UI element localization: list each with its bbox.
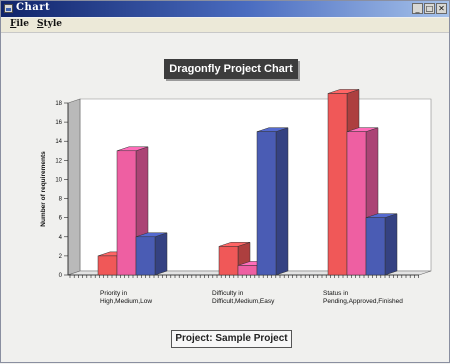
menu-bar: File Style — [1, 18, 449, 33]
y-tick-label: 18 — [55, 101, 62, 107]
y-tick-label: 16 — [55, 120, 62, 126]
plot-side-wall — [67, 98, 81, 276]
y-tick-label: 8 — [59, 197, 63, 203]
y-axis-title: Number of requirements — [40, 151, 47, 227]
x-category-label: High,Medium,Low — [100, 298, 152, 305]
minimize-button[interactable]: _ — [412, 3, 423, 14]
x-category-label: Priority in — [100, 290, 127, 297]
bar-side — [154, 232, 168, 276]
maximize-button[interactable]: □ — [424, 3, 435, 14]
y-tick-label: 12 — [55, 158, 62, 164]
bar-easy — [256, 127, 289, 276]
menu-style[interactable]: Style — [37, 19, 63, 29]
bar-side — [275, 127, 289, 276]
chart-title: Dragonfly Project Chart — [164, 59, 298, 79]
bar-front — [346, 131, 367, 276]
y-tick-label: 4 — [59, 235, 63, 241]
bar-front — [327, 93, 348, 276]
x-category-label: Status in — [323, 290, 349, 297]
chart-app-icon — [4, 4, 13, 13]
title-bar[interactable]: Chart _ □ ✕ — [1, 1, 449, 17]
bar-front — [237, 265, 258, 276]
bar-front — [97, 255, 118, 276]
bar-side — [384, 213, 398, 276]
y-tick-label: 6 — [59, 216, 63, 222]
window-title: Chart — [16, 2, 51, 13]
bar-front — [218, 246, 239, 276]
close-button[interactable]: ✕ — [436, 3, 447, 14]
x-category-label: Difficulty in — [212, 290, 244, 297]
project-label: Project: Sample Project — [171, 330, 292, 348]
bar-front — [365, 217, 386, 276]
y-tick-label: 14 — [55, 139, 62, 145]
y-tick-label: 0 — [59, 273, 63, 279]
bar-low — [135, 232, 168, 276]
y-tick-label: 2 — [59, 254, 63, 260]
y-tick-label: 10 — [55, 177, 62, 183]
bar-front — [256, 131, 277, 276]
bar-front — [135, 236, 156, 276]
menu-file[interactable]: File — [10, 19, 29, 29]
bar-front — [116, 150, 137, 276]
x-category-label: Difficult,Medium,Easy — [212, 298, 275, 305]
bar-finished — [365, 213, 398, 276]
x-category-label: Pending,Approved,Finished — [323, 298, 403, 305]
